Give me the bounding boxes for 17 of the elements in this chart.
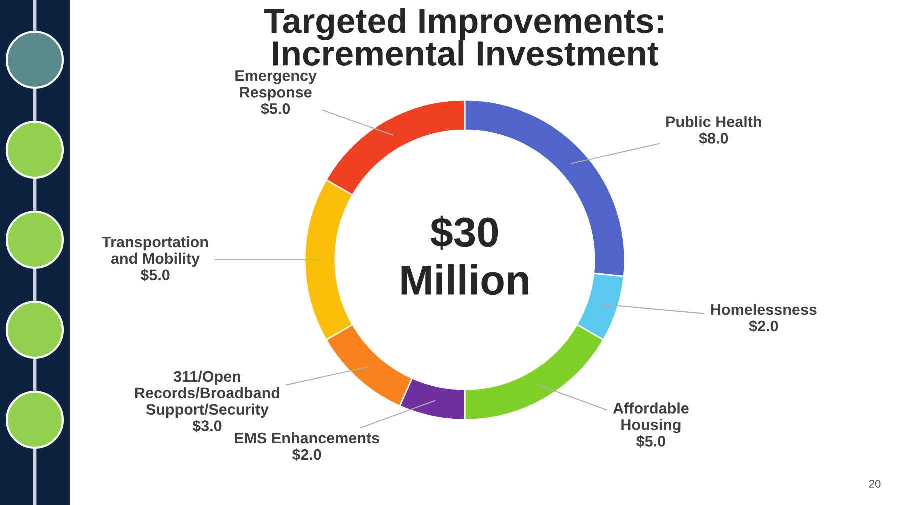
data-label: $5.0	[261, 102, 290, 116]
slice-label: Homelessness	[711, 304, 817, 316]
slice-label: Transportation and Mobility	[102, 236, 208, 268]
slice-label: Emergency Response	[236, 70, 317, 101]
data-label: $3.0	[192, 420, 222, 432]
slice-label: Affordable Housing	[613, 402, 689, 434]
slice-label: EMS Enhancements	[235, 432, 380, 444]
data-label: $5.0	[140, 269, 170, 282]
data-label: $2.0	[749, 320, 778, 333]
data-label: $8.0	[699, 132, 728, 145]
text: $30 Million	[402, 216, 528, 296]
slice-label: Public Health	[666, 116, 762, 128]
slice-label: 311/Open Records/Broadband Support/Security	[135, 370, 280, 418]
data-label: $2.0	[292, 448, 322, 462]
data-label: $5.0	[636, 435, 666, 448]
chart-title: Targeted Improvements: Incremental Investment	[264, 8, 663, 66]
text: 20	[869, 480, 881, 488]
